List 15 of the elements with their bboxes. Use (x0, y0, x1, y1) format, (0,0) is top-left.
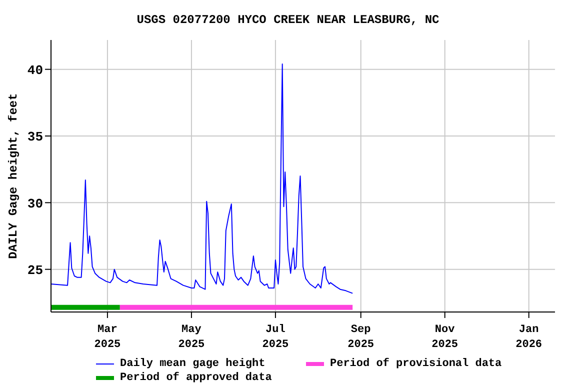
x-tick-label: May 2025 (178, 324, 206, 351)
legend-label: Period of approved data (120, 372, 272, 384)
y-tick-label: 35 (27, 130, 44, 145)
x-tick-label: Sep 2025 (348, 324, 374, 351)
y-tick-label: 25 (27, 262, 44, 278)
x-tick-label: Mar 2025 (94, 324, 122, 351)
legend-label: Daily mean gage height (120, 358, 266, 370)
x-tick-label: Nov 2025 (432, 324, 458, 351)
chart-title: USGS 02077200 HYCO CREEK NEAR LEASBURG, NC (136, 12, 440, 29)
x-tick-label: Jan 2026 (516, 324, 542, 351)
x-tick-label: Jul 2025 (262, 324, 290, 351)
y-tick-label: 40 (27, 62, 44, 78)
line-series (51, 64, 354, 294)
y-tick-label: 30 (27, 196, 44, 212)
legend-label: Period of provisional data (330, 358, 502, 370)
